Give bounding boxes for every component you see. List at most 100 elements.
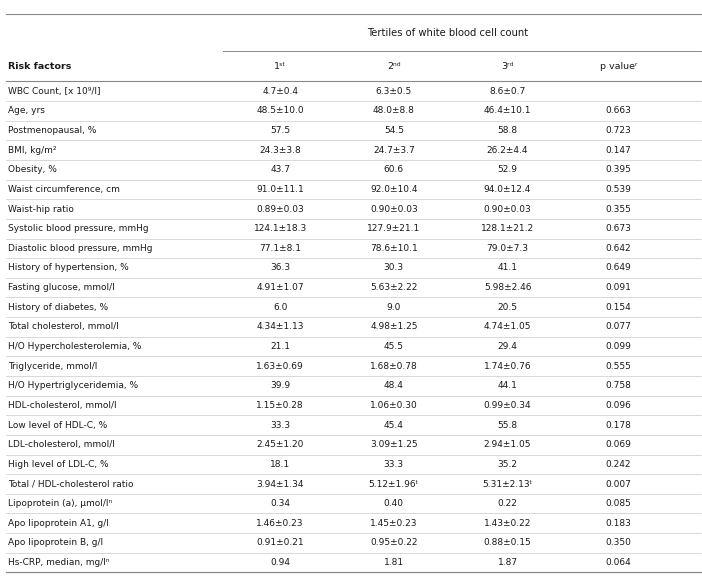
Text: 58.8: 58.8	[498, 126, 517, 135]
Text: 0.649: 0.649	[606, 264, 631, 272]
Text: 0.395: 0.395	[606, 165, 631, 174]
Text: 3.94±1.34: 3.94±1.34	[256, 479, 304, 489]
Text: 5.12±1.96ᵗ: 5.12±1.96ᵗ	[369, 479, 419, 489]
Text: 124.1±18.3: 124.1±18.3	[253, 224, 307, 233]
Text: History of diabetes, %: History of diabetes, %	[8, 303, 109, 312]
Text: Postmenopausal, %: Postmenopausal, %	[8, 126, 97, 135]
Text: 127.9±21.1: 127.9±21.1	[367, 224, 420, 233]
Text: 9.0: 9.0	[387, 303, 401, 312]
Text: 1.81: 1.81	[384, 558, 404, 567]
Text: 0.673: 0.673	[606, 224, 631, 233]
Text: 92.0±10.4: 92.0±10.4	[370, 185, 418, 194]
Text: 36.3: 36.3	[270, 264, 290, 272]
Text: Obesity, %: Obesity, %	[8, 165, 58, 174]
Text: 0.90±0.03: 0.90±0.03	[484, 204, 531, 213]
Text: Total / HDL-cholesterol ratio: Total / HDL-cholesterol ratio	[8, 479, 134, 489]
Text: 0.94: 0.94	[270, 558, 290, 567]
Text: Waist circumference, cm: Waist circumference, cm	[8, 185, 120, 194]
Text: 41.1: 41.1	[498, 264, 517, 272]
Text: 6.3±0.5: 6.3±0.5	[376, 87, 412, 96]
Text: 2ⁿᵈ: 2ⁿᵈ	[387, 62, 401, 70]
Text: 24.3±3.8: 24.3±3.8	[259, 145, 301, 155]
Text: Systolic blood pressure, mmHg: Systolic blood pressure, mmHg	[8, 224, 149, 233]
Text: 0.085: 0.085	[606, 499, 631, 508]
Text: 0.642: 0.642	[606, 244, 631, 253]
Text: 4.7±0.4: 4.7±0.4	[262, 87, 298, 96]
Text: 0.069: 0.069	[606, 440, 631, 449]
Text: 57.5: 57.5	[270, 126, 290, 135]
Text: 43.7: 43.7	[270, 165, 290, 174]
Text: 0.663: 0.663	[606, 106, 631, 115]
Text: 0.723: 0.723	[606, 126, 631, 135]
Text: WBC Count, [x 10⁹/l]: WBC Count, [x 10⁹/l]	[8, 87, 101, 96]
Text: H/O Hypercholesterolemia, %: H/O Hypercholesterolemia, %	[8, 342, 142, 351]
Text: 48.4: 48.4	[384, 381, 404, 390]
Text: 4.74±1.05: 4.74±1.05	[484, 323, 531, 331]
Text: 44.1: 44.1	[498, 381, 517, 390]
Text: 1.74±0.76: 1.74±0.76	[484, 362, 531, 370]
Text: 1.87: 1.87	[498, 558, 517, 567]
Text: Low level of HDL-C, %: Low level of HDL-C, %	[8, 421, 107, 430]
Text: 0.091: 0.091	[606, 283, 631, 292]
Text: LDL-cholesterol, mmol/l: LDL-cholesterol, mmol/l	[8, 440, 115, 449]
Text: 2.45±1.20: 2.45±1.20	[256, 440, 304, 449]
Text: 24.7±3.7: 24.7±3.7	[373, 145, 415, 155]
Text: 0.355: 0.355	[606, 204, 631, 213]
Text: 0.178: 0.178	[606, 421, 631, 430]
Text: 0.096: 0.096	[606, 401, 631, 410]
Text: Total cholesterol, mmol/l: Total cholesterol, mmol/l	[8, 323, 119, 331]
Text: 1.06±0.30: 1.06±0.30	[370, 401, 418, 410]
Text: Lipoprotein (a), µmol/lⁿ: Lipoprotein (a), µmol/lⁿ	[8, 499, 112, 508]
Text: 6.0: 6.0	[273, 303, 287, 312]
Text: 0.758: 0.758	[606, 381, 631, 390]
Text: 1.63±0.69: 1.63±0.69	[256, 362, 304, 370]
Text: HDL-cholesterol, mmol/l: HDL-cholesterol, mmol/l	[8, 401, 117, 410]
Text: 4.34±1.13: 4.34±1.13	[256, 323, 304, 331]
Text: 0.350: 0.350	[606, 538, 631, 548]
Text: 1.45±0.23: 1.45±0.23	[370, 519, 418, 528]
Text: BMI, kg/m²: BMI, kg/m²	[8, 145, 57, 155]
Text: 5.31±2.13ᵗ: 5.31±2.13ᵗ	[482, 479, 533, 489]
Text: 0.91±0.21: 0.91±0.21	[256, 538, 304, 548]
Text: 48.0±8.8: 48.0±8.8	[373, 106, 415, 115]
Text: 78.6±10.1: 78.6±10.1	[370, 244, 418, 253]
Text: 35.2: 35.2	[498, 460, 517, 469]
Text: 128.1±21.2: 128.1±21.2	[481, 224, 534, 233]
Text: 0.099: 0.099	[606, 342, 631, 351]
Text: 91.0±11.1: 91.0±11.1	[256, 185, 304, 194]
Text: 5.63±2.22: 5.63±2.22	[370, 283, 418, 292]
Text: 45.5: 45.5	[384, 342, 404, 351]
Text: 46.4±10.1: 46.4±10.1	[484, 106, 531, 115]
Text: 0.555: 0.555	[606, 362, 631, 370]
Text: 0.147: 0.147	[606, 145, 631, 155]
Text: 20.5: 20.5	[498, 303, 517, 312]
Text: Waist-hip ratio: Waist-hip ratio	[8, 204, 74, 213]
Text: 1.46±0.23: 1.46±0.23	[256, 519, 304, 528]
Text: Hs-CRP, median, mg/lⁿ: Hs-CRP, median, mg/lⁿ	[8, 558, 110, 567]
Text: Diastolic blood pressure, mmHg: Diastolic blood pressure, mmHg	[8, 244, 153, 253]
Text: 4.91±1.07: 4.91±1.07	[256, 283, 304, 292]
Text: 0.077: 0.077	[606, 323, 631, 331]
Text: 0.40: 0.40	[384, 499, 404, 508]
Text: Risk factors: Risk factors	[8, 62, 72, 70]
Text: 18.1: 18.1	[270, 460, 290, 469]
Text: 0.22: 0.22	[498, 499, 517, 508]
Text: 33.3: 33.3	[384, 460, 404, 469]
Text: 52.9: 52.9	[498, 165, 517, 174]
Text: 5.98±2.46: 5.98±2.46	[484, 283, 531, 292]
Text: 0.88±0.15: 0.88±0.15	[484, 538, 531, 548]
Text: 54.5: 54.5	[384, 126, 404, 135]
Text: 77.1±8.1: 77.1±8.1	[259, 244, 301, 253]
Text: 0.064: 0.064	[606, 558, 631, 567]
Text: Age, yrs: Age, yrs	[8, 106, 46, 115]
Text: 45.4: 45.4	[384, 421, 404, 430]
Text: 0.183: 0.183	[606, 519, 631, 528]
Text: 26.2±4.4: 26.2±4.4	[486, 145, 529, 155]
Text: 0.154: 0.154	[606, 303, 631, 312]
Text: Apo lipoprotein B, g/l: Apo lipoprotein B, g/l	[8, 538, 104, 548]
Text: Tertiles of white blood cell count: Tertiles of white blood cell count	[367, 28, 529, 38]
Text: 1.68±0.78: 1.68±0.78	[370, 362, 418, 370]
Text: 0.95±0.22: 0.95±0.22	[370, 538, 418, 548]
Text: Apo lipoprotein A1, g/l: Apo lipoprotein A1, g/l	[8, 519, 110, 528]
Text: 1.15±0.28: 1.15±0.28	[256, 401, 304, 410]
